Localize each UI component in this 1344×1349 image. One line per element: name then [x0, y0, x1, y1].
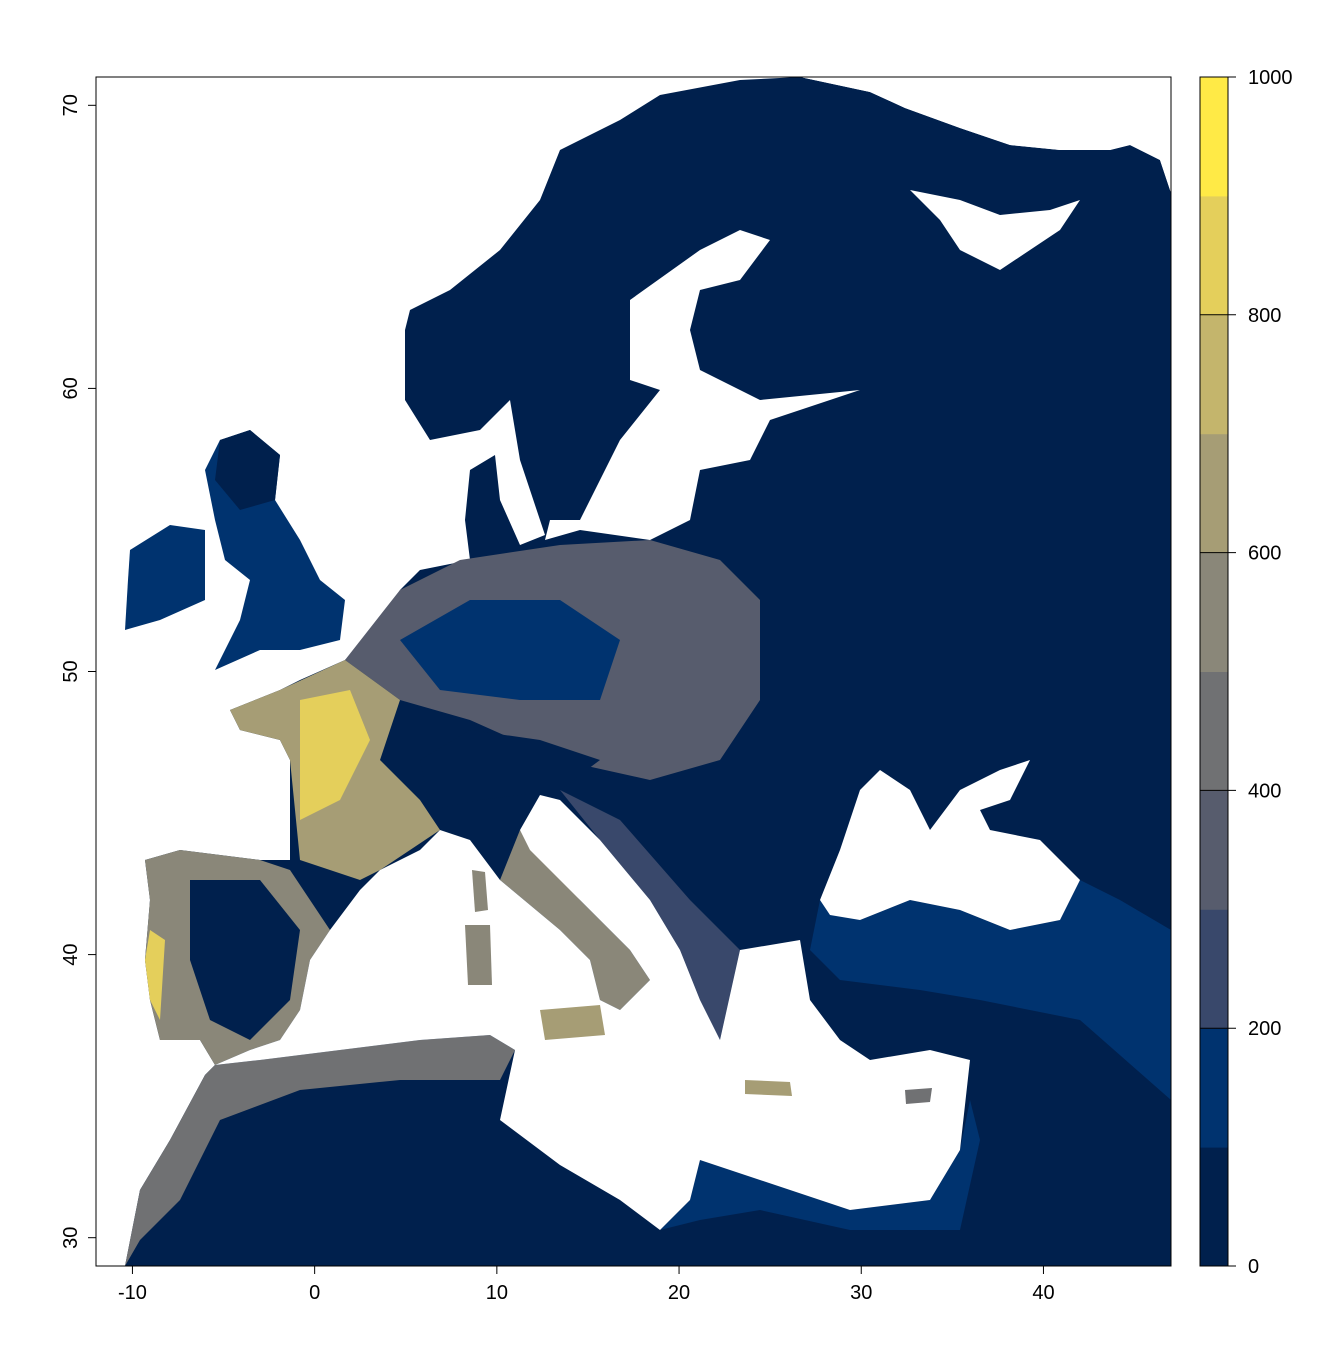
elevation-north-africa-coast [125, 1035, 515, 1266]
elevation-anatolia [810, 880, 1171, 1100]
legend-tick-label: 1000 [1248, 67, 1293, 89]
x-tick-label: -10 [118, 1282, 147, 1304]
y-tick-label: 70 [60, 94, 82, 116]
legend-color-bin [1200, 1147, 1228, 1267]
x-tick-label: 0 [309, 1282, 320, 1304]
elevation-alps [420, 730, 600, 810]
y-tick-label: 50 [60, 660, 82, 682]
highlands-scotland [215, 430, 280, 510]
map-raster [96, 77, 1171, 1266]
island-crete [745, 1080, 792, 1096]
legend-color-bin [1200, 195, 1228, 316]
legend-color-bin [1200, 314, 1228, 435]
x-tick-label: 40 [1032, 1282, 1054, 1304]
elevation-balkans [560, 790, 740, 1040]
island-corsica [472, 870, 488, 912]
legend-tick-label: 0 [1248, 1256, 1259, 1278]
white-sea [910, 190, 1080, 270]
x-tick-label: 10 [486, 1282, 508, 1304]
elevation-meseta [190, 880, 300, 1040]
legend-color-bin [1200, 433, 1228, 554]
color-legend: 0 200 400 600 800 1000 [1199, 67, 1293, 1278]
y-axis: 30 40 50 60 70 [60, 94, 97, 1249]
x-tick-label: 20 [668, 1282, 690, 1304]
legend-tick-label: 400 [1248, 780, 1281, 802]
legend-tick-label: 800 [1248, 305, 1281, 327]
legend-color-bin [1200, 552, 1228, 672]
island-sicily [540, 1005, 605, 1040]
elevation-libya-egypt-coast [660, 1100, 980, 1230]
legend-tick-label: 200 [1248, 1018, 1281, 1040]
legend-color-bin [1200, 790, 1228, 910]
elevation-france-west [300, 690, 370, 820]
x-tick-label: 30 [850, 1282, 872, 1304]
legend-color-bin [1200, 909, 1228, 1029]
barents-sea [800, 77, 1171, 193]
x-axis: -10 0 10 20 30 40 [118, 1265, 1055, 1304]
island-ireland [125, 525, 205, 630]
legend-color-bin [1200, 671, 1228, 791]
black-sea [820, 760, 1080, 930]
y-tick-label: 40 [60, 943, 82, 965]
island-cyprus [905, 1088, 932, 1104]
baltic-sea [545, 230, 860, 540]
legend-tick-label: 600 [1248, 543, 1281, 565]
elevation-central-highlands [400, 600, 620, 700]
elevation-italy [500, 830, 650, 1010]
legend-color-bin [1200, 1028, 1228, 1148]
y-tick-label: 30 [60, 1227, 82, 1249]
y-tick-label: 60 [60, 377, 82, 399]
legend-color-bin [1200, 77, 1228, 197]
island-sardinia [465, 925, 492, 985]
elevation-portugal-coast [145, 930, 165, 1020]
